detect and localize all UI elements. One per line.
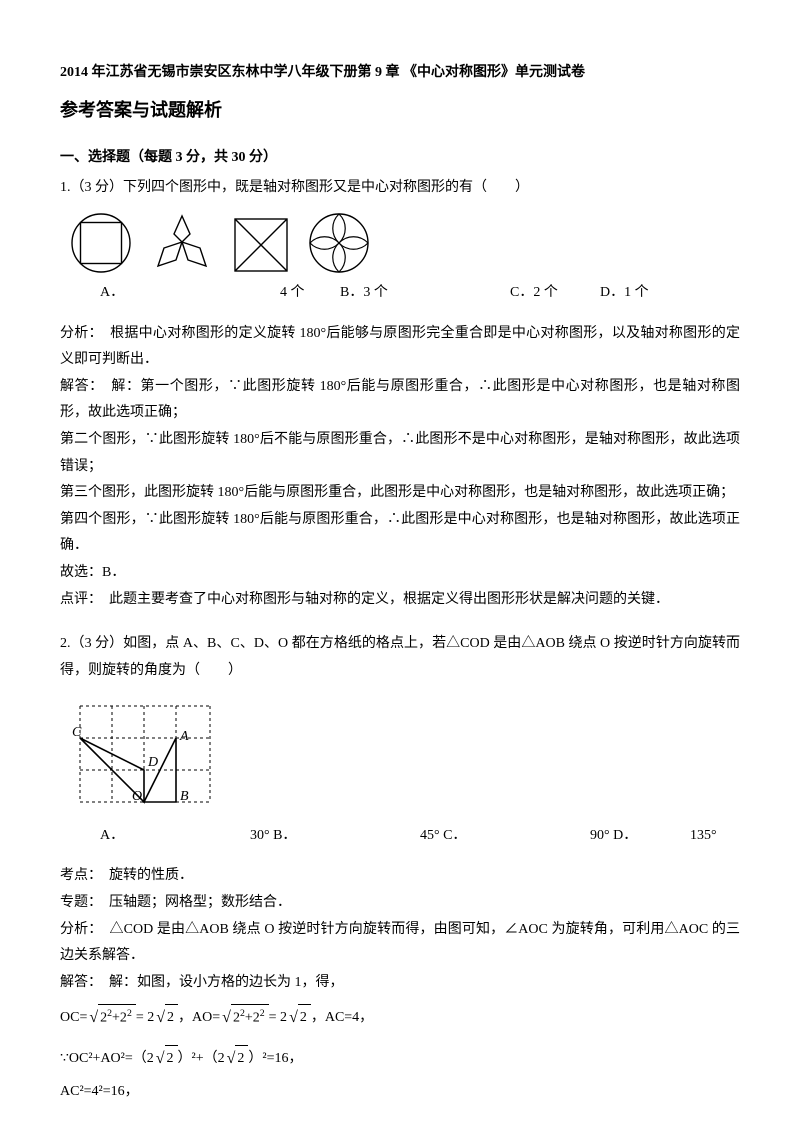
- q1-answer-3: 第三个图形，此图形旋转 180°后能与原图形重合，此图形是中心对称图形，也是轴对…: [60, 480, 740, 507]
- q2-answer-ac2: AC²=4²=16，: [60, 1079, 740, 1106]
- q1-opt-a-tail: 4 个: [280, 280, 340, 307]
- q2-answer-sq: ∵OC²+AO²=（22）²+（22）²=16，: [60, 1043, 740, 1073]
- fig-three-rhombus-icon: [150, 212, 214, 274]
- grid-rotation-icon: C A D O B: [70, 696, 220, 806]
- q1-stem: 1.（3 分）下列四个图形中，既是轴对称图形又是中心对称图形的有（ ）: [60, 175, 740, 202]
- q2-topic: 专题： 压轴题；网格型；数形结合．: [60, 890, 740, 917]
- q1-opt-c: C．2 个: [510, 280, 600, 307]
- doc-title: 2014 年江苏省无锡市崇安区东林中学八年级下册第 9 章 《中心对称图形》单元…: [60, 60, 740, 87]
- q2-opt-a-tail: 30° B．: [250, 823, 420, 850]
- q2-figure: C A D O B: [70, 696, 740, 817]
- q1-answer-1: 解答： 解：第一个图形，∵此图形旋转 180°后能与原图形重合，∴此图形是中心对…: [60, 374, 740, 427]
- q2-answer-1: 解答： 解：如图，设小方格的边长为 1，得，: [60, 970, 740, 997]
- svg-text:B: B: [180, 789, 189, 804]
- q1-analysis: 分析： 根据中心对称图形的定义旋转 180°后能够与原图形完全重合即是中心对称图…: [60, 321, 740, 374]
- fig-square-x-icon: [232, 216, 290, 274]
- svg-text:C: C: [72, 725, 82, 740]
- q2-analysis: 分析： △COD 是由△AOB 绕点 O 按逆时针方向旋转而得，由图可知，∠AO…: [60, 917, 740, 970]
- q1-options: A． 4 个 B．3 个 C．2 个 D．1 个: [100, 280, 740, 307]
- svg-text:A: A: [179, 729, 189, 744]
- q1-opt-d: D．1 个: [600, 280, 680, 307]
- q1-answer-2: 第二个图形，∵此图形旋转 180°后不能与原图形重合，∴此图形不是中心对称图形，…: [60, 427, 740, 480]
- q2-stem: 2.（3 分）如图，点 A、B、C、D、O 都在方格纸的格点上，若△COD 是由…: [60, 631, 740, 684]
- svg-text:O: O: [132, 789, 142, 804]
- doc-subtitle: 参考答案与试题解析: [60, 93, 740, 127]
- svg-text:D: D: [147, 755, 158, 770]
- q2-opt-d: 135°: [690, 823, 717, 850]
- fig-circle-square-icon: [70, 212, 132, 274]
- q1-opt-b: B．3 个: [340, 280, 510, 307]
- q2-kp: 考点： 旋转的性质．: [60, 863, 740, 890]
- q2-options: A． 30° B． 45° C． 90° D． 135°: [100, 823, 740, 850]
- q1-opt-a: A．: [100, 285, 124, 300]
- fig-petal-circle-icon: [308, 212, 370, 274]
- q2-opt-c: 90° D．: [590, 823, 690, 850]
- q1-answer-4: 第四个图形，∵此图形旋转 180°后能与原图形重合，∴此图形是中心对称图形，也是…: [60, 507, 740, 560]
- q2-opt-b: 45° C．: [420, 823, 590, 850]
- q2-answer-oc: OC=22+22= 22，AO=22+22= 22，AC=4，: [60, 1002, 740, 1032]
- q1-answer-5: 故选：B．: [60, 560, 740, 587]
- section-heading: 一、选择题（每题 3 分，共 30 分）: [60, 145, 740, 172]
- q1-figures: [70, 212, 740, 274]
- q2-opt-a: A．: [100, 828, 124, 843]
- q1-comment: 点评： 此题主要考查了中心对称图形与轴对称的定义，根据定义得出图形形状是解决问题…: [60, 587, 740, 614]
